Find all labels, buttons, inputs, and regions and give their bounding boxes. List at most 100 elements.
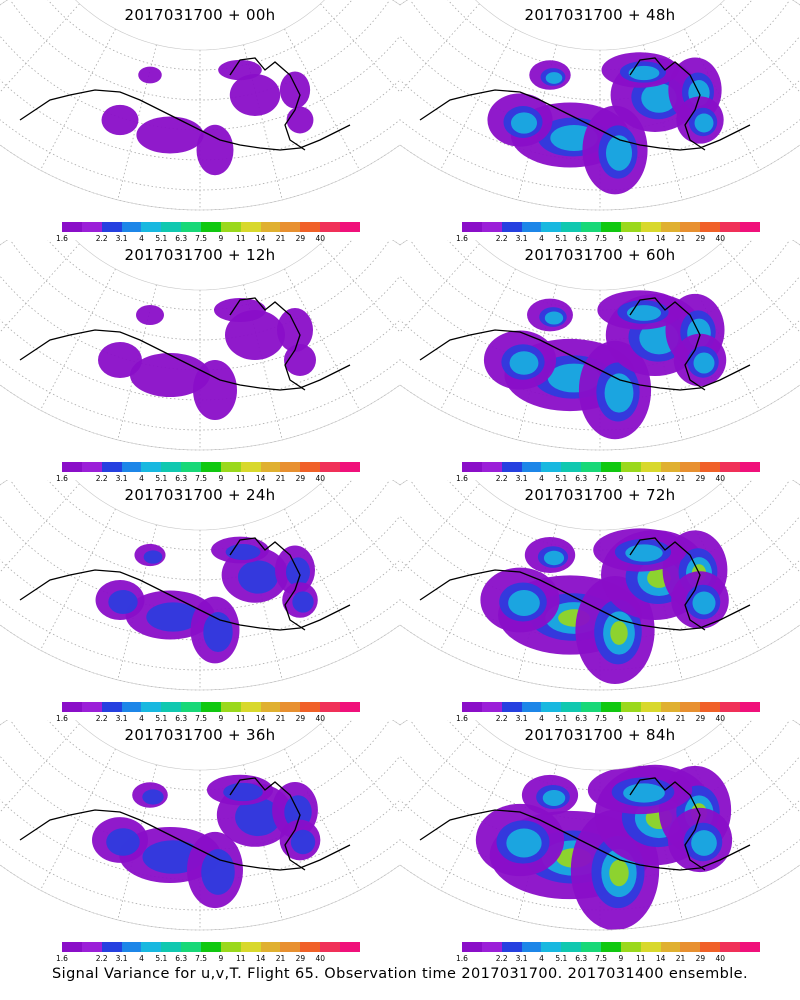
colorbar-swatch [660, 462, 681, 472]
coastline [419, 537, 751, 631]
colorbar-tick-label: 4 [139, 714, 144, 723]
colorbar-swatch [220, 222, 241, 232]
colorbar-swatch [620, 702, 641, 712]
colorbar [462, 702, 760, 712]
colorbar-labels: 1.6 2.2 3.1 4 5.1 6.3 7.5 9 11 14 21 29 40 [456, 234, 760, 244]
variance-field [487, 52, 724, 195]
colorbar-swatch [300, 942, 321, 952]
colorbar-swatch [62, 942, 82, 952]
colorbar-tick-label: 1.6 [56, 234, 68, 243]
colorbar-swatch [280, 942, 301, 952]
colorbar-tick-label: 1.6 [56, 474, 68, 483]
colorbar-tick-label: 40 [715, 954, 726, 963]
colorbar [462, 222, 760, 232]
colorbar-swatch [300, 222, 321, 232]
colorbar-swatch [201, 222, 221, 232]
colorbar-swatch [700, 942, 721, 952]
colorbar-swatch [740, 702, 760, 712]
colorbar-swatch [81, 942, 102, 952]
colorbar-swatch [680, 702, 701, 712]
colorbar-tick-label: 5.1 [155, 714, 168, 723]
colorbar-tick-label: 21 [675, 714, 686, 723]
colorbar-tick-label: 3.1 [515, 234, 528, 243]
colorbar-tick-label: 2.2 [495, 474, 508, 483]
graticule [0, 720, 400, 931]
map-projection [0, 0, 400, 211]
colorbar-swatch [181, 462, 202, 472]
colorbar-swatch [161, 702, 182, 712]
colorbar-tick-label: 1.6 [56, 954, 68, 963]
colorbar-swatch [121, 942, 142, 952]
colorbar-tick-label: 9 [218, 474, 224, 483]
colorbar-tick-label: 4 [539, 234, 544, 243]
colorbar-tick-label: 7.5 [195, 234, 208, 243]
variance-field [92, 774, 321, 909]
colorbar-tick-label: 14 [655, 234, 666, 243]
colorbar [62, 222, 360, 232]
forecast-map-panel: 2017031700 + 00h 1.6 2.2 3.1 4 5.1 6.3 7.5 9 11 14… [0, 0, 400, 243]
colorbar-swatch [720, 222, 741, 232]
forecast-map-panel: 2017031700 + 60h 1.6 2.2 3.1 4 5.1 6.3 7.5 9 11 14… [400, 240, 800, 483]
coastline [19, 537, 351, 631]
colorbar-swatch [640, 462, 661, 472]
colorbar-tick-label: 14 [255, 954, 266, 963]
colorbar-swatch [541, 222, 562, 232]
colorbar-tick-label: 29 [695, 474, 706, 483]
colorbar-tick-label: 2.2 [495, 954, 508, 963]
colorbar-swatch [240, 942, 261, 952]
colorbar-tick-label: 14 [655, 954, 666, 963]
colorbar-tick-label: 29 [295, 234, 306, 243]
colorbar-swatch [561, 702, 582, 712]
colorbar-swatch [620, 222, 641, 232]
colorbar-swatch [62, 702, 82, 712]
colorbar-swatch [521, 462, 542, 472]
colorbar-swatch [521, 222, 542, 232]
colorbar-swatch [620, 462, 641, 472]
colorbar-tick-label: 9 [618, 954, 624, 963]
colorbar-tick-label: 2.2 [95, 714, 108, 723]
colorbar-swatch [201, 702, 221, 712]
colorbar-swatch [201, 462, 221, 472]
colorbar-tick-label: 29 [295, 474, 306, 483]
colorbar-swatch [62, 462, 82, 472]
colorbar-tick-label: 11 [236, 714, 246, 723]
colorbar [462, 942, 760, 952]
colorbar-tick-label: 4 [139, 474, 144, 483]
colorbar-swatch [660, 222, 681, 232]
colorbar-swatch [181, 942, 202, 952]
colorbar-swatch [240, 222, 261, 232]
variance-field [475, 764, 733, 931]
colorbar-tick-label: 1.6 [456, 234, 468, 243]
coastline [419, 57, 751, 151]
panel-title: 2017031700 + 12h [124, 246, 276, 264]
colorbar-tick-label: 9 [618, 474, 624, 483]
colorbar-swatch [121, 222, 142, 232]
colorbar-swatch [581, 462, 602, 472]
colorbar-tick-label: 14 [655, 714, 666, 723]
colorbar-tick-label: 14 [255, 474, 266, 483]
colorbar-tick-label: 2.2 [95, 954, 108, 963]
colorbar-tick-label: 3.1 [115, 234, 128, 243]
colorbar-swatch [462, 702, 482, 712]
colorbar-tick-label: 11 [636, 954, 646, 963]
panel-title: 2017031700 + 24h [124, 486, 276, 504]
colorbar-swatch [462, 222, 482, 232]
colorbar-swatch [581, 222, 602, 232]
colorbar-swatch [141, 942, 162, 952]
colorbar-swatch [680, 222, 701, 232]
colorbar-tick-label: 29 [695, 714, 706, 723]
colorbar-tick-label: 21 [675, 954, 686, 963]
colorbar-swatch [181, 702, 202, 712]
colorbar-tick-label: 4 [139, 234, 144, 243]
colorbar-swatch [601, 942, 621, 952]
colorbar-swatch [101, 222, 122, 232]
colorbar-tick-label: 1.6 [56, 714, 68, 723]
colorbar-tick-label: 5.1 [155, 234, 168, 243]
colorbar-tick-label: 4 [139, 954, 144, 963]
colorbar [62, 462, 360, 472]
colorbar-tick-label: 3.1 [115, 954, 128, 963]
map-projection [400, 240, 800, 451]
colorbar-tick-label: 5.1 [555, 234, 568, 243]
colorbar-swatch [220, 462, 241, 472]
colorbar-swatch [141, 702, 162, 712]
